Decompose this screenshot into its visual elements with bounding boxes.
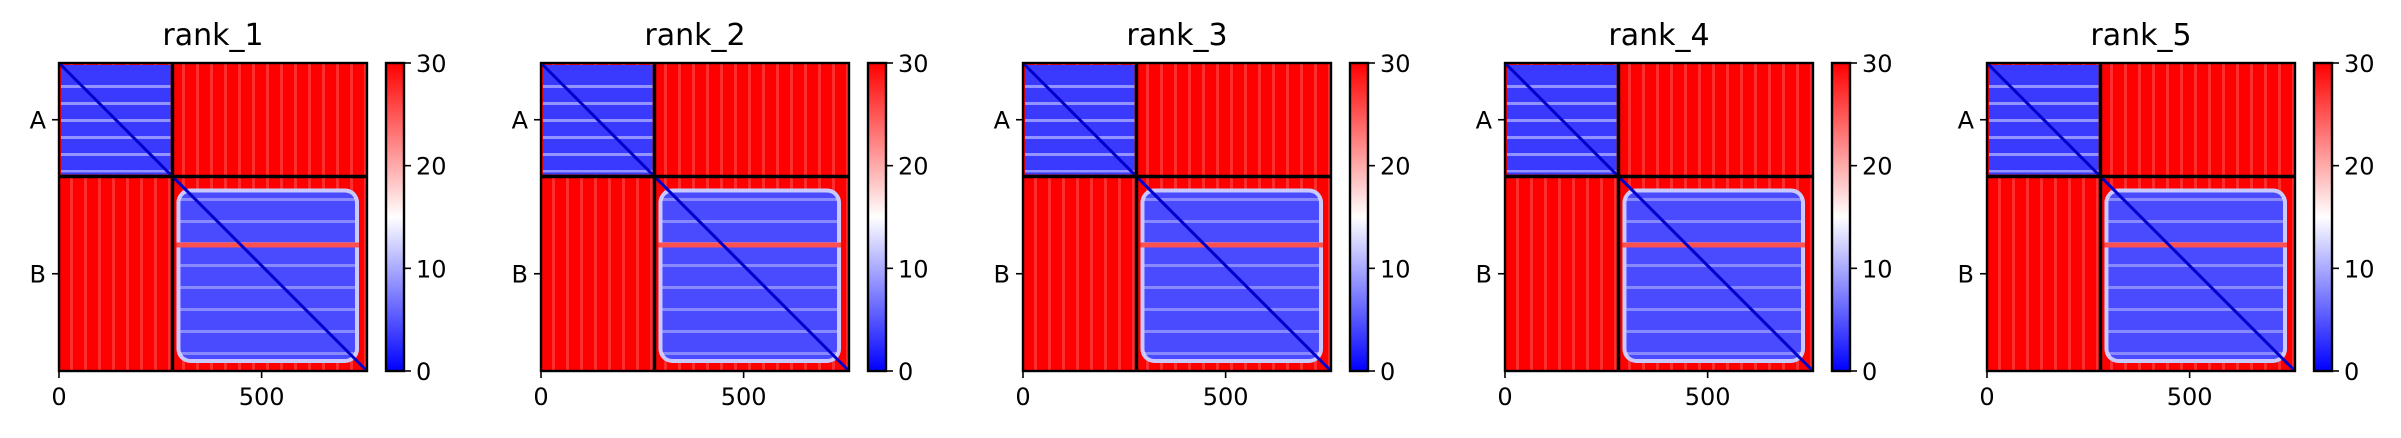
colorbar-tick-label-30: 30	[416, 50, 447, 78]
y-tick-label-B: B	[1958, 261, 1974, 289]
colorbar-tick-label-20: 20	[416, 153, 447, 181]
x-tick-label-500: 500	[721, 383, 767, 411]
colorbar-tick-label-0: 0	[1862, 358, 1877, 386]
x-tick-label-500: 500	[1685, 383, 1731, 411]
colorbar	[1350, 63, 1368, 371]
colorbar-frame	[384, 61, 406, 373]
x-tick-label-500: 500	[2167, 383, 2213, 411]
colorbar	[386, 63, 404, 371]
colorbar-tick-label-20: 20	[2344, 153, 2375, 181]
y-tick-label-B: B	[512, 261, 528, 289]
colorbar	[868, 63, 886, 371]
colorbar-tick-label-30: 30	[2344, 50, 2375, 78]
heatmap-frame	[1503, 61, 1815, 373]
y-tick-label-A: A	[1958, 107, 1975, 135]
panel-title: rank_2	[644, 18, 745, 53]
colorbar-frame	[1830, 61, 1852, 373]
panel-title: rank_3	[1126, 18, 1227, 53]
x-tick-label-0: 0	[1015, 383, 1030, 411]
y-tick-label-B: B	[1476, 261, 1492, 289]
heatmap-frame	[1021, 61, 1333, 373]
colorbar-tick-label-30: 30	[898, 50, 929, 78]
colorbar-frame	[2312, 61, 2334, 373]
diagonal	[57, 61, 369, 373]
colorbar-frame	[1348, 61, 1370, 373]
panel-title: rank_5	[2090, 18, 2191, 53]
colorbar-tick-label-10: 10	[2344, 255, 2375, 283]
colorbar	[2314, 63, 2332, 371]
colorbar-tick-label-10: 10	[1380, 255, 1411, 283]
block-B-B-band	[1140, 242, 1323, 248]
diagonal	[1021, 61, 1333, 373]
x-tick-label-500: 500	[239, 383, 285, 411]
y-tick-label-A: A	[994, 107, 1011, 135]
block-B-B-band	[1622, 242, 1805, 248]
x-tick-label-500: 500	[1203, 383, 1249, 411]
colorbar-tick-label-20: 20	[1862, 153, 1893, 181]
colorbar-tick-label-0: 0	[1380, 358, 1395, 386]
colorbar	[1832, 63, 1850, 371]
colorbar-tick-label-0: 0	[2344, 358, 2359, 386]
block-B-B-band	[176, 242, 359, 248]
x-tick-label-0: 0	[533, 383, 548, 411]
colorbar-tick-label-20: 20	[1380, 153, 1411, 181]
y-tick-label-A: A	[1476, 107, 1493, 135]
colorbar-tick-label-30: 30	[1380, 50, 1411, 78]
heatmap-frame	[539, 61, 851, 373]
colorbar-tick-label-20: 20	[898, 153, 929, 181]
y-tick-label-A: A	[512, 107, 529, 135]
y-tick-label-B: B	[994, 261, 1010, 289]
panel-title: rank_1	[162, 18, 263, 53]
x-tick-label-0: 0	[51, 383, 66, 411]
panel-rank_5: rank_5 A B 0 500 0 10 20 30	[1958, 18, 2375, 411]
panel-rank_2: rank_2 A B 0 500 0 10 20 30	[512, 18, 929, 411]
panel-rank_3: rank_3 A B 0 500 0 10 20 30	[994, 18, 1411, 411]
diagonal	[1985, 61, 2297, 373]
diagonal	[1503, 61, 1815, 373]
colorbar-frame	[866, 61, 888, 373]
colorbar-tick-label-30: 30	[1862, 50, 1893, 78]
colorbar-tick-label-10: 10	[898, 255, 929, 283]
x-tick-label-0: 0	[1979, 383, 1994, 411]
colorbar-tick-label-10: 10	[1862, 255, 1893, 283]
y-tick-label-B: B	[30, 261, 46, 289]
block-B-B-band	[2104, 242, 2287, 248]
panel-rank_4: rank_4 A B 0 500 0 10 20 30	[1476, 18, 1893, 411]
block-B-B-band	[658, 242, 841, 248]
colorbar-tick-label-0: 0	[898, 358, 913, 386]
diagonal	[539, 61, 851, 373]
heatmap-frame	[57, 61, 369, 373]
y-tick-label-A: A	[30, 107, 47, 135]
colorbar-tick-label-0: 0	[416, 358, 431, 386]
x-tick-label-0: 0	[1497, 383, 1512, 411]
panel-title: rank_4	[1608, 18, 1709, 53]
panel-rank_1: rank_1 A B 0 500 0 10 20 30	[30, 18, 447, 411]
heatmap-frame	[1985, 61, 2297, 373]
colorbar-tick-label-10: 10	[416, 255, 447, 283]
